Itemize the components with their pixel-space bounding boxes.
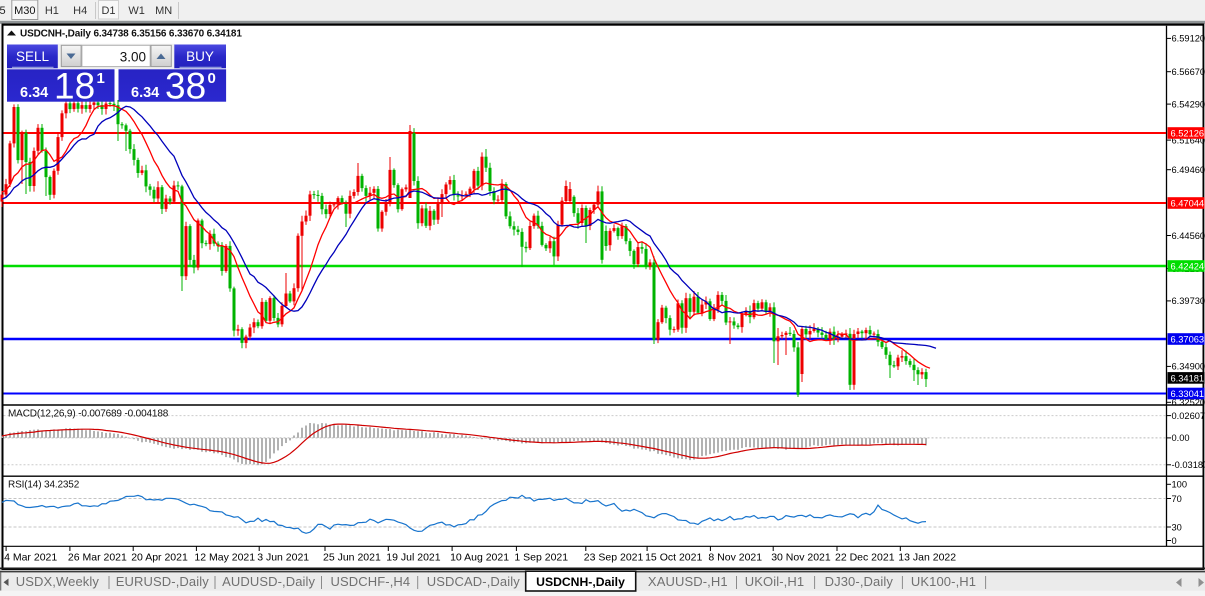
svg-text:19 Jul 2021: 19 Jul 2021	[386, 552, 440, 564]
svg-text:H4: H4	[73, 5, 87, 17]
svg-text:0: 0	[208, 70, 216, 87]
svg-text:1 Sep 2021: 1 Sep 2021	[514, 552, 568, 564]
svg-text:4 Mar 2021: 4 Mar 2021	[4, 552, 57, 564]
svg-text:0.02607: 0.02607	[1172, 411, 1205, 421]
svg-text:UKOil-,H1: UKOil-,H1	[745, 574, 804, 589]
svg-text:18: 18	[54, 66, 95, 107]
svg-text:H1: H1	[45, 5, 59, 17]
svg-text:6.33041: 6.33041	[1171, 389, 1205, 399]
svg-text:XAUUSD-,H1: XAUUSD-,H1	[648, 574, 728, 589]
svg-text:USDCAD-,Daily: USDCAD-,Daily	[427, 574, 520, 589]
svg-text:6.44560: 6.44560	[1172, 231, 1205, 241]
svg-text:6.34181: 6.34181	[1171, 374, 1205, 384]
svg-text:23 Sep 2021: 23 Sep 2021	[584, 552, 644, 564]
svg-text:5: 5	[0, 5, 6, 17]
svg-text:DJ30-,Daily: DJ30-,Daily	[825, 574, 894, 589]
svg-text:100: 100	[1172, 480, 1188, 490]
svg-text:W1: W1	[128, 5, 145, 17]
svg-text:-0.03187: -0.03187	[1172, 460, 1205, 470]
svg-text:RSI(14) 34.2352: RSI(14) 34.2352	[8, 480, 80, 491]
svg-text:3 Jun 2021: 3 Jun 2021	[257, 552, 309, 564]
svg-text:6.37063: 6.37063	[1171, 335, 1205, 345]
svg-text:30 Nov 2021: 30 Nov 2021	[771, 552, 831, 564]
svg-text:0: 0	[1172, 536, 1177, 546]
svg-text:6.54290: 6.54290	[1172, 99, 1205, 109]
svg-text:70: 70	[1172, 494, 1182, 504]
svg-text:0.00: 0.00	[1172, 433, 1190, 443]
svg-text:M30: M30	[14, 5, 35, 17]
svg-text:EURUSD-,Daily: EURUSD-,Daily	[116, 574, 209, 589]
svg-text:USDCHF-,H4: USDCHF-,H4	[331, 574, 411, 589]
svg-text:UK100-,H1: UK100-,H1	[911, 574, 976, 589]
svg-text:6.51640: 6.51640	[1172, 135, 1205, 145]
svg-text:12 May 2021: 12 May 2021	[194, 552, 255, 564]
svg-text:20 Apr 2021: 20 Apr 2021	[131, 552, 188, 564]
svg-text:6.34900: 6.34900	[1172, 362, 1205, 372]
svg-text:6.52126: 6.52126	[1171, 129, 1205, 139]
svg-text:8 Nov 2021: 8 Nov 2021	[708, 552, 762, 564]
svg-text:BUY: BUY	[186, 49, 214, 64]
svg-text:3.00: 3.00	[120, 50, 146, 65]
svg-text:SELL: SELL	[16, 49, 50, 64]
svg-text:6.47044: 6.47044	[1171, 199, 1205, 209]
svg-text:6.39730: 6.39730	[1172, 296, 1205, 306]
svg-text:25 Jun 2021: 25 Jun 2021	[323, 552, 381, 564]
svg-text:13 Jan 2022: 13 Jan 2022	[898, 552, 956, 564]
svg-text:6.34: 6.34	[20, 85, 48, 101]
svg-text:38: 38	[165, 66, 206, 107]
svg-text:USDCNH-,Daily: USDCNH-,Daily	[536, 575, 625, 589]
svg-text:22 Dec 2021: 22 Dec 2021	[835, 552, 895, 564]
svg-text:10 Aug 2021: 10 Aug 2021	[450, 552, 509, 564]
svg-text:USDX,Weekly: USDX,Weekly	[16, 574, 100, 589]
svg-text:MN: MN	[155, 5, 172, 17]
svg-text:1: 1	[97, 70, 105, 87]
svg-text:6.59120: 6.59120	[1172, 34, 1205, 44]
svg-text:MACD(12,26,9) -0.007689 -0.004: MACD(12,26,9) -0.007689 -0.004188	[8, 409, 169, 420]
svg-text:26 Mar 2021: 26 Mar 2021	[68, 552, 127, 564]
svg-text:6.56670: 6.56670	[1172, 67, 1205, 77]
svg-text:15 Oct 2021: 15 Oct 2021	[645, 552, 702, 564]
svg-text:30: 30	[1172, 522, 1182, 532]
svg-text:6.32520: 6.32520	[1172, 398, 1205, 408]
svg-text:6.34: 6.34	[131, 85, 159, 101]
svg-text:6.42424: 6.42424	[1171, 262, 1205, 272]
svg-text:6.49460: 6.49460	[1172, 165, 1205, 175]
svg-text:USDCNH-,Daily 6.34738 6.35156: USDCNH-,Daily 6.34738 6.35156 6.33670 6.…	[20, 29, 242, 40]
svg-text:D1: D1	[101, 5, 115, 17]
svg-text:AUDUSD-,Daily: AUDUSD-,Daily	[222, 574, 315, 589]
